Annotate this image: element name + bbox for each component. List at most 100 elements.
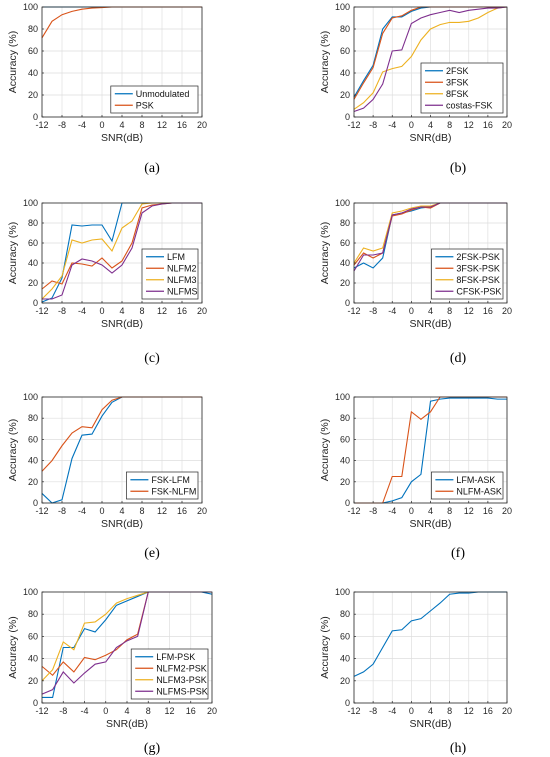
panel-8: -12 -8 -4 0 4 8 12 16 20 0 20 40 60 80 100 SNR(dB) Accur…: [319, 587, 512, 756]
x-tick-label: 8: [447, 306, 452, 316]
x-tick-label: 0: [409, 120, 414, 130]
x-tick-label: -12: [35, 120, 48, 130]
legend-box: [126, 471, 199, 500]
x-tick-label: 20: [502, 506, 512, 516]
x-tick-label: 16: [483, 120, 493, 130]
y-tick-label: 0: [345, 298, 350, 308]
x-tick-label: -4: [78, 120, 86, 130]
x-axis-label: SNR(dB): [409, 518, 451, 530]
legend-entry: costas-FSK: [446, 100, 493, 110]
x-tick-label: 16: [483, 506, 493, 516]
x-axis-label: SNR(dB): [101, 518, 143, 530]
y-tick-label: 40: [340, 258, 350, 268]
y-tick-label: 40: [340, 456, 350, 466]
x-axis-label: SNR(dB): [409, 132, 451, 144]
y-tick-label: 60: [28, 434, 38, 444]
legend-entry: NLFM2: [167, 263, 197, 273]
legend-entry: NLFM3-PSK: [156, 675, 207, 685]
y-tick-label: 80: [28, 609, 38, 619]
panel-5: -12 -8 -4 0 4 8 12 16 20 0 20 40 60 80 100 SNR(dB) Accur…: [7, 392, 207, 561]
legend-entry: 2FSK-PSK: [456, 252, 500, 262]
x-tick-label: 12: [164, 706, 174, 716]
y-axis-label: Accuracy (%): [7, 616, 19, 678]
y-tick-label: 40: [340, 654, 350, 664]
panel-caption: (f): [451, 546, 465, 561]
y-axis-label: Accuracy (%): [319, 616, 331, 678]
y-tick-label: 0: [33, 498, 38, 508]
y-tick-label: 20: [28, 278, 38, 288]
panel-7: -12 -8 -4 0 4 8 12 16 20 0 20 40 60 80 100 SNR(dB) Accur…: [7, 587, 217, 756]
legend-entry: 3FSK-PSK: [456, 263, 500, 273]
x-tick-label: -12: [35, 506, 48, 516]
x-axis-label: SNR(dB): [101, 132, 143, 144]
panel-4: -12 -8 -4 0 4 8 12 16 20 0 20 40 60 80 100 SNR(dB) Accur…: [319, 198, 512, 366]
x-tick-label: 8: [447, 706, 452, 716]
x-tick-label: 20: [197, 120, 207, 130]
x-tick-label: -8: [369, 120, 377, 130]
y-tick-label: 40: [28, 258, 38, 268]
x-tick-label: 12: [464, 306, 474, 316]
x-tick-label: 8: [139, 306, 144, 316]
y-tick-label: 60: [340, 238, 350, 248]
y-tick-label: 100: [335, 587, 350, 597]
x-axis-label: SNR(dB): [101, 318, 143, 330]
x-tick-label: -4: [80, 706, 88, 716]
y-axis-label: Accuracy (%): [319, 419, 331, 481]
x-tick-label: 4: [428, 706, 433, 716]
x-tick-label: 12: [464, 120, 474, 130]
panel-caption: (h): [450, 741, 467, 756]
x-tick-label: -8: [59, 706, 67, 716]
legend-entry: 3FSK: [446, 77, 469, 87]
x-tick-label: -4: [388, 706, 396, 716]
x-tick-label: 16: [177, 306, 187, 316]
x-axis-label: SNR(dB): [106, 718, 148, 730]
x-axis-label: SNR(dB): [409, 718, 451, 730]
x-tick-label: 20: [207, 706, 217, 716]
legend-entry: NLFMS-PSK: [156, 686, 208, 696]
legend-box: [431, 471, 504, 500]
series-line-costas-fsk: [353, 6, 508, 113]
x-tick-label: 0: [409, 506, 414, 516]
panel-1: -12 -8 -4 0 4 8 12 16 20 0 20 40 60 80 100 SNR(dB) Accur…: [7, 2, 207, 176]
y-tick-label: 80: [340, 609, 350, 619]
x-tick-label: -8: [369, 506, 377, 516]
y-tick-label: 40: [28, 68, 38, 78]
legend-entry: 8FSK-PSK: [456, 275, 500, 285]
y-axis-label: Accuracy (%): [7, 31, 19, 93]
x-tick-label: 12: [464, 506, 474, 516]
x-tick-label: -12: [347, 706, 360, 716]
legend-entry: NLFM3: [167, 275, 197, 285]
x-tick-label: 20: [197, 506, 207, 516]
x-tick-label: 4: [119, 120, 124, 130]
x-tick-label: 8: [447, 120, 452, 130]
legend-entry: LFM-PSK: [156, 652, 195, 662]
series-line-8fsk: [353, 6, 508, 110]
x-tick-label: 4: [428, 120, 433, 130]
x-tick-label: -12: [35, 306, 48, 316]
panel-caption: (b): [450, 161, 467, 176]
y-tick-label: 80: [340, 413, 350, 423]
panel-2: -12 -8 -4 0 4 8 12 16 20 0 20 40 60 80 100 SNR(dB) Accur…: [319, 2, 512, 176]
x-tick-label: 8: [447, 506, 452, 516]
x-tick-label: 20: [502, 306, 512, 316]
legend-entry: 8FSK: [446, 89, 469, 99]
legend-box: [110, 85, 199, 114]
legend-entry: NLFMS: [167, 286, 198, 296]
y-tick-label: 0: [345, 698, 350, 708]
y-tick-label: 40: [28, 654, 38, 664]
x-tick-label: -4: [388, 506, 396, 516]
y-tick-label: 60: [340, 46, 350, 56]
x-tick-label: 0: [103, 706, 108, 716]
y-tick-label: 100: [23, 587, 38, 597]
y-tick-label: 0: [33, 298, 38, 308]
panel-6: -12 -8 -4 0 4 8 12 16 20 0 20 40 60 80 100 SNR(dB) Accur…: [319, 392, 512, 561]
panel-caption: (a): [144, 161, 160, 176]
x-tick-label: 8: [146, 706, 151, 716]
x-tick-label: 0: [99, 506, 104, 516]
x-tick-label: 8: [139, 120, 144, 130]
